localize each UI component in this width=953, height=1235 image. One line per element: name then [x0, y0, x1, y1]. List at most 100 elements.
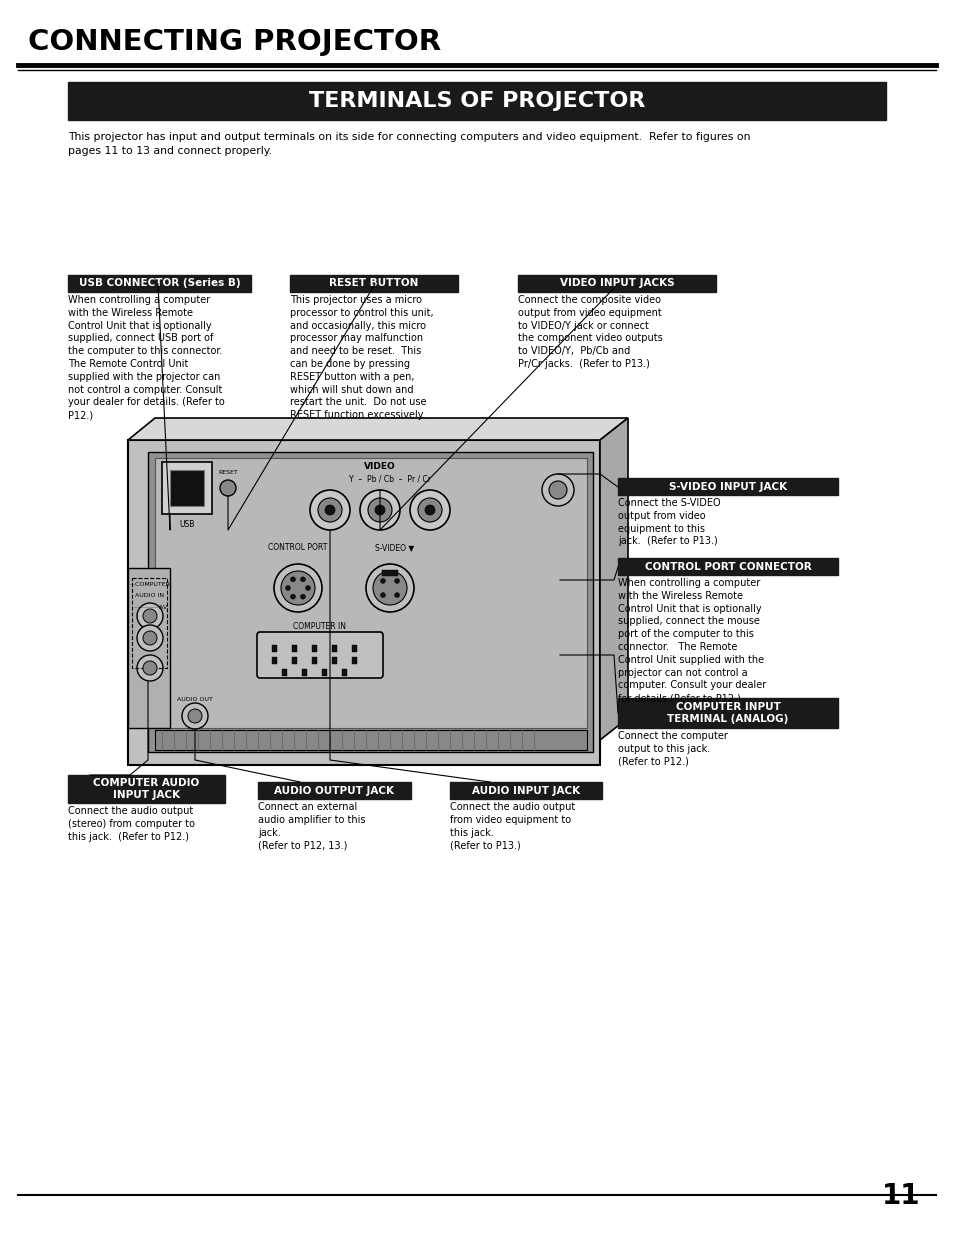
Bar	[148, 452, 593, 752]
Bar	[170, 471, 204, 506]
Text: COMPUTER IN: COMPUTER IN	[294, 622, 346, 631]
Text: Connect the S-VIDEO
output from video
equipment to this
jack.  (Refer to P13.): Connect the S-VIDEO output from video eq…	[618, 498, 720, 546]
Circle shape	[395, 593, 399, 598]
Polygon shape	[599, 417, 627, 740]
Bar	[450, 782, 601, 799]
Bar	[618, 558, 837, 576]
Text: CONTROL PORT: CONTROL PORT	[268, 543, 327, 552]
Bar	[128, 440, 599, 764]
Circle shape	[281, 571, 314, 605]
Text: USB CONNECTOR (Series B): USB CONNECTOR (Series B)	[78, 279, 240, 289]
Text: S-VIDEO INPUT JACK: S-VIDEO INPUT JACK	[668, 482, 786, 492]
Text: CONTROL PORT CONNECTOR: CONTROL PORT CONNECTOR	[644, 562, 810, 572]
Text: AUDIO OUTPUT JACK: AUDIO OUTPUT JACK	[274, 785, 395, 795]
Bar	[128, 568, 170, 727]
Circle shape	[410, 490, 450, 530]
Bar	[312, 645, 316, 652]
Circle shape	[305, 585, 310, 590]
Bar	[154, 458, 586, 727]
Bar	[292, 645, 296, 652]
Circle shape	[220, 480, 235, 496]
Bar	[68, 776, 225, 803]
Text: RESET BUTTON: RESET BUTTON	[329, 279, 418, 289]
Bar	[290, 275, 457, 291]
Text: Connect the audio output
(stereo) from computer to
this jack.  (Refer to P12.): Connect the audio output (stereo) from c…	[68, 806, 194, 841]
Circle shape	[373, 571, 407, 605]
Circle shape	[380, 593, 385, 598]
Text: Connect the computer
output to this jack.
(Refer to P12.): Connect the computer output to this jack…	[618, 731, 727, 767]
Circle shape	[325, 505, 335, 515]
Text: This projector uses a micro
processor to control this unit,
and occasionally, th: This projector uses a micro processor to…	[290, 295, 434, 420]
Bar	[162, 462, 212, 514]
Text: This projector has input and output terminals on its side for connecting compute: This projector has input and output term…	[68, 132, 750, 156]
Text: When controlling a computer
with the Wireless Remote
Control Unit that is option: When controlling a computer with the Wir…	[68, 295, 225, 420]
FancyBboxPatch shape	[256, 632, 382, 678]
Text: COMPUTER INPUT
TERMINAL (ANALOG): COMPUTER INPUT TERMINAL (ANALOG)	[666, 703, 788, 724]
Circle shape	[291, 577, 295, 582]
Text: AUDIO INPUT JACK: AUDIO INPUT JACK	[472, 785, 579, 795]
Circle shape	[274, 564, 322, 613]
Text: S-VIDEO ▼: S-VIDEO ▼	[375, 543, 415, 552]
Text: Connect the audio output
from video equipment to
this jack.
(Refer to P13.): Connect the audio output from video equi…	[450, 802, 575, 851]
Circle shape	[375, 505, 385, 515]
Circle shape	[317, 498, 341, 522]
Circle shape	[368, 498, 392, 522]
Text: TERMINALS OF PROJECTOR: TERMINALS OF PROJECTOR	[309, 91, 644, 111]
Bar	[282, 669, 287, 676]
Circle shape	[143, 631, 157, 645]
Text: Connect an external
audio amplifier to this
jack.
(Refer to P12, 13.): Connect an external audio amplifier to t…	[257, 802, 365, 851]
Bar	[68, 275, 251, 291]
Text: 11: 11	[881, 1182, 919, 1210]
Circle shape	[182, 703, 208, 729]
Bar	[341, 669, 347, 676]
Circle shape	[310, 490, 350, 530]
Bar	[517, 275, 716, 291]
Text: VIDEO: VIDEO	[364, 462, 395, 471]
Bar	[332, 645, 336, 652]
Circle shape	[300, 594, 305, 599]
Bar	[68, 82, 885, 120]
Bar	[352, 645, 356, 652]
Bar	[272, 645, 276, 652]
Text: COMPUTER AUDIO
INPUT JACK: COMPUTER AUDIO INPUT JACK	[93, 778, 199, 800]
Circle shape	[417, 498, 441, 522]
Bar	[352, 657, 356, 664]
Circle shape	[300, 577, 305, 582]
Bar	[322, 669, 327, 676]
Bar	[272, 657, 276, 664]
Circle shape	[143, 661, 157, 676]
Text: When controlling a computer
with the Wireless Remote
Control Unit that is option: When controlling a computer with the Wir…	[618, 578, 765, 703]
Circle shape	[143, 609, 157, 622]
Circle shape	[380, 578, 385, 583]
Text: AUDIO IN: AUDIO IN	[135, 593, 164, 598]
Circle shape	[366, 564, 414, 613]
Text: ···COMPUTER: ···COMPUTER	[130, 582, 171, 587]
Circle shape	[548, 480, 566, 499]
Text: RESET: RESET	[218, 471, 237, 475]
Bar	[332, 657, 336, 664]
Text: Y  –  Pb / Cb  –  Pr / Cr: Y – Pb / Cb – Pr / Cr	[349, 474, 431, 483]
Circle shape	[541, 474, 574, 506]
Bar	[257, 782, 411, 799]
Bar	[154, 730, 586, 750]
Text: USB: USB	[179, 520, 194, 529]
Text: VIDEO INPUT JACKS: VIDEO INPUT JACKS	[559, 279, 674, 289]
Bar	[618, 698, 837, 727]
Bar	[302, 669, 307, 676]
Bar	[312, 657, 316, 664]
Circle shape	[359, 490, 399, 530]
Bar	[292, 657, 296, 664]
Bar	[618, 478, 837, 495]
Text: CONNECTING PROJECTOR: CONNECTING PROJECTOR	[28, 28, 440, 56]
Circle shape	[188, 709, 202, 722]
Circle shape	[291, 594, 295, 599]
Bar	[381, 571, 397, 576]
Circle shape	[395, 578, 399, 583]
Circle shape	[137, 655, 163, 680]
Circle shape	[137, 603, 163, 629]
Text: ·············AV: ·············AV	[132, 605, 167, 610]
Bar	[132, 578, 167, 668]
Polygon shape	[128, 417, 627, 440]
Circle shape	[137, 625, 163, 651]
Text: Connect the composite video
output from video equipment
to VIDEO/Y jack or conne: Connect the composite video output from …	[517, 295, 662, 369]
